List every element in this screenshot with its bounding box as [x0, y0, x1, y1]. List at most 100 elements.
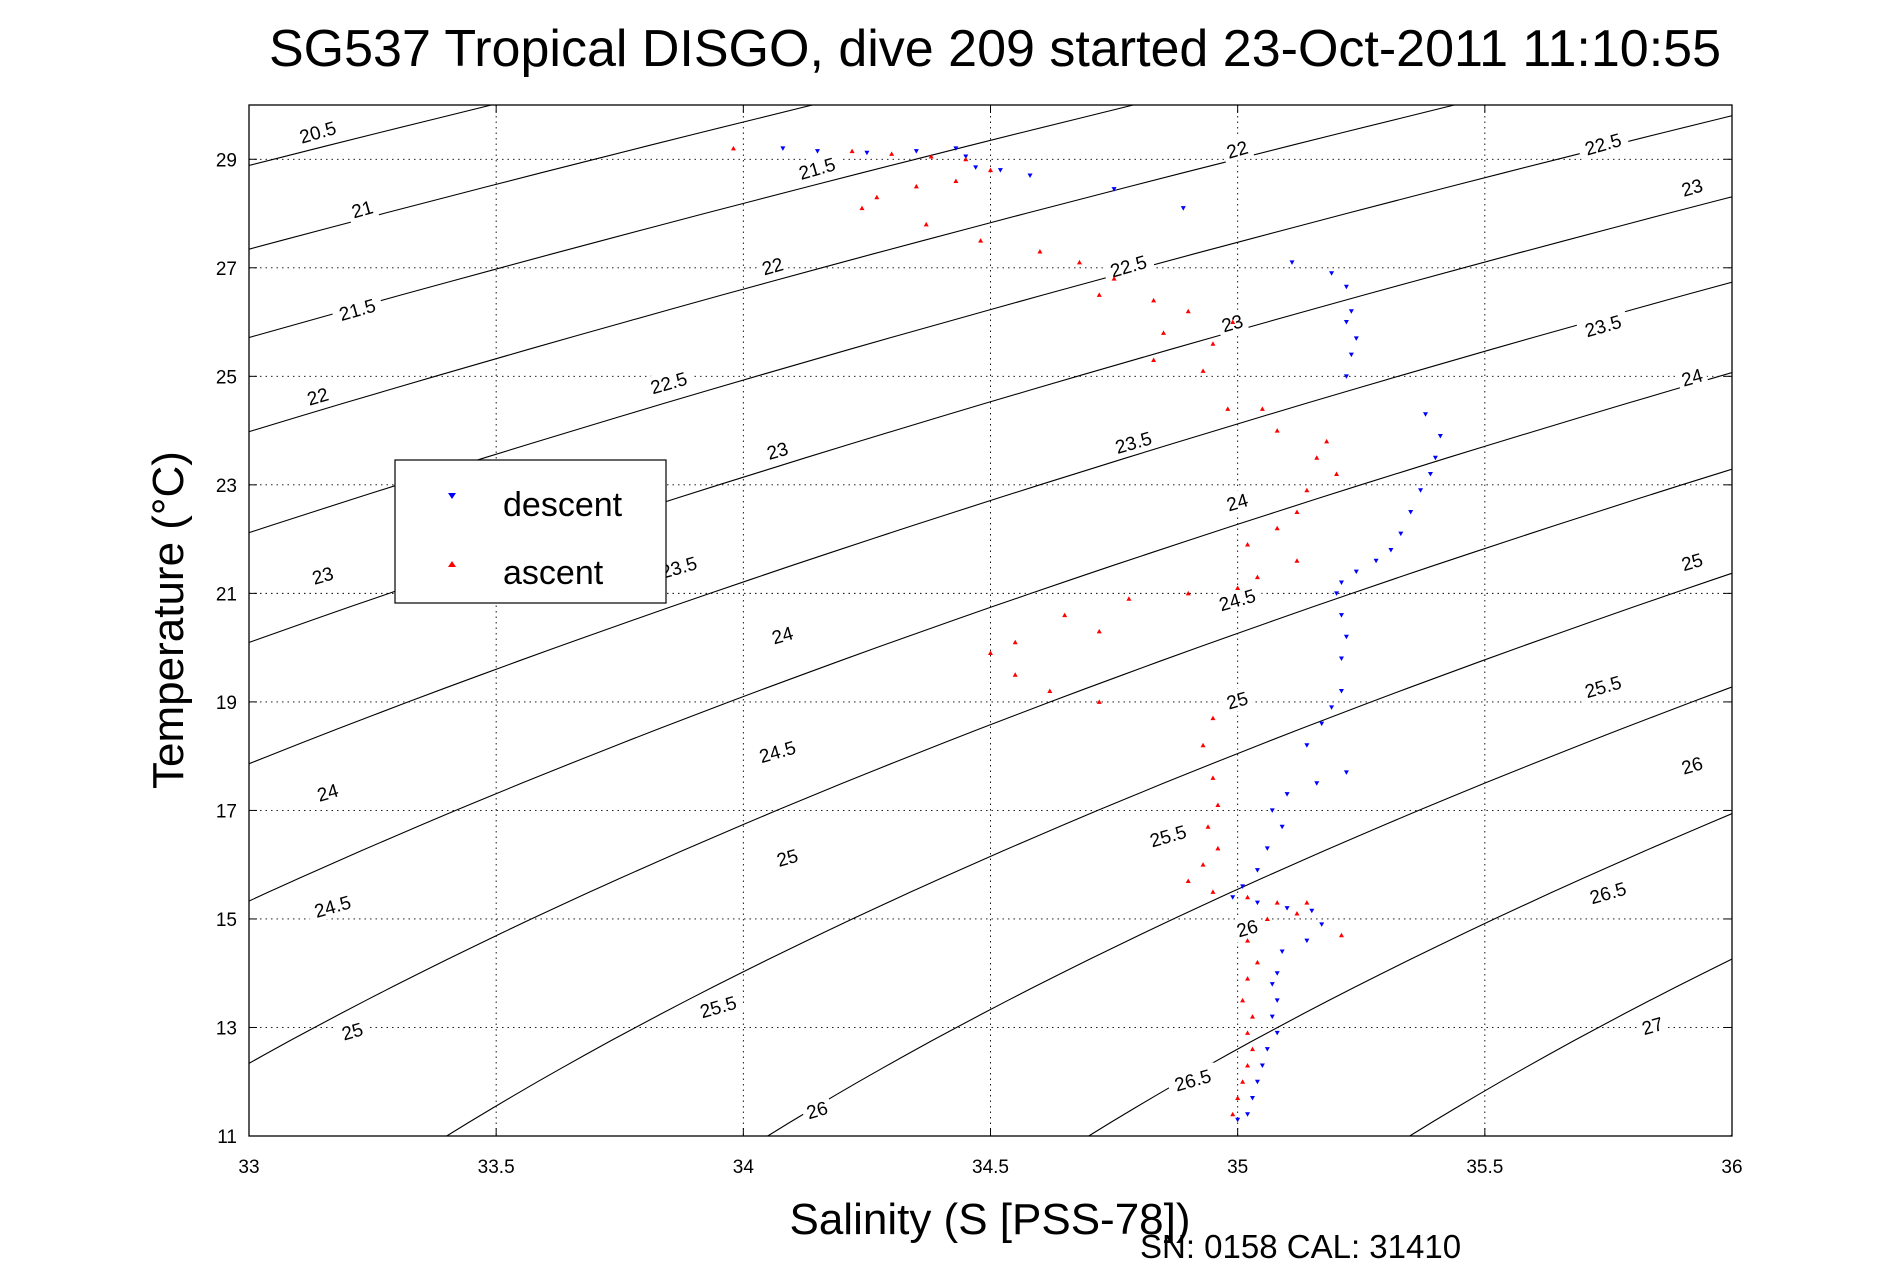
- descent-point: [1373, 558, 1379, 564]
- contour-label-text: 23.5: [1583, 312, 1624, 342]
- ascent-point: [1225, 406, 1231, 411]
- contour-label-bg: [765, 620, 800, 650]
- contour-label-text: 26.5: [1172, 1066, 1213, 1096]
- x-tick-label: 35: [1227, 1157, 1248, 1178]
- contour-label-bg: [1220, 685, 1255, 715]
- ascent-point: [1096, 699, 1102, 704]
- ascent-point: [1210, 775, 1216, 780]
- y-tick-label: 23: [216, 476, 237, 497]
- x-tick-label: 33: [238, 1157, 259, 1178]
- ascent-point: [1324, 438, 1330, 444]
- ascent-point: [1249, 1014, 1255, 1019]
- descent-point: [1423, 412, 1429, 417]
- contour-label-bg: [305, 888, 360, 924]
- descent-point: [1304, 743, 1310, 748]
- ascent-point: [1185, 590, 1191, 596]
- contour-label-text: 22.5: [1583, 130, 1624, 160]
- ascent-point: [1274, 900, 1280, 905]
- legend-box: [394, 459, 667, 604]
- legend-descent-label: descent: [503, 486, 623, 524]
- ascent-point: [1151, 357, 1157, 363]
- contour-label: 24: [310, 777, 345, 807]
- x-tick-label: 35.5: [1466, 1157, 1503, 1178]
- contour-label: 26.5: [1165, 1062, 1220, 1098]
- descent-point: [1259, 1063, 1265, 1068]
- x-tick-label: 33.5: [478, 1157, 515, 1178]
- ascent-point: [1245, 976, 1251, 981]
- descent-point: [973, 165, 979, 170]
- descent-point: [1343, 634, 1349, 640]
- contour-label-text: 25.5: [1583, 673, 1624, 703]
- legend: descent ascent: [394, 459, 667, 604]
- ascent-point: [1294, 558, 1300, 563]
- descent-point: [1408, 509, 1414, 515]
- ascent-point: [1185, 308, 1191, 314]
- ascent-point: [1245, 894, 1251, 900]
- isopycnal-line: [249, 105, 1136, 339]
- ascent-point: [1240, 997, 1246, 1003]
- ascent-point: [1304, 487, 1310, 493]
- isopycnal-line: [249, 372, 1732, 902]
- descent-point: [1284, 906, 1290, 911]
- descent-point: [1027, 173, 1033, 179]
- descent-point: [1240, 884, 1246, 889]
- contour-label-bg: [755, 251, 790, 281]
- contour-label-bg: [1230, 913, 1265, 943]
- isopycnal-line: [249, 196, 1732, 644]
- isopycnal-line: [249, 115, 1732, 534]
- contour-label-bg: [1674, 750, 1709, 780]
- contour-label: 22.5: [1101, 248, 1156, 284]
- contour-label: 24: [1674, 362, 1709, 392]
- ascent-point: [1037, 249, 1043, 254]
- ascent-point: [1200, 368, 1206, 373]
- ascent-point: [1245, 542, 1251, 547]
- contour-label-text: 21.5: [337, 296, 378, 326]
- descent-point: [1353, 336, 1359, 341]
- isopycnal-line: [1408, 958, 1732, 1136]
- contour-label: 22: [300, 381, 335, 411]
- contour-label-bg: [1220, 487, 1255, 517]
- descent-point: [1254, 900, 1260, 906]
- chart-title: SG537 Tropical DISGO, dive 209 started 2…: [269, 20, 1721, 78]
- ascent-point: [889, 151, 895, 156]
- ascent-point: [988, 650, 993, 656]
- ascent-point: [928, 154, 934, 159]
- contour-label-bg: [1106, 424, 1161, 460]
- descent-point: [1249, 1096, 1255, 1101]
- descent-point: [1274, 998, 1280, 1003]
- legend-descent-marker: [448, 493, 456, 499]
- ascent-point: [1076, 259, 1082, 265]
- descent-point: [1269, 982, 1275, 987]
- ascent-point: [1235, 1095, 1241, 1101]
- contour-label: 25: [335, 1016, 370, 1046]
- ascent-point: [1210, 715, 1216, 721]
- descent-point: [1437, 434, 1443, 439]
- descent-point: [1343, 284, 1349, 290]
- contour-label-bg: [1101, 248, 1156, 284]
- isopycnal-line: [249, 105, 494, 167]
- ascent-point: [1215, 802, 1221, 807]
- descent-point: [780, 146, 786, 151]
- contour-label: 23: [760, 435, 795, 465]
- contour-label-text: 25.5: [698, 993, 739, 1023]
- descent-point: [1254, 1079, 1260, 1085]
- ascent-point: [730, 145, 736, 151]
- descent-point: [1264, 846, 1270, 851]
- isopycnal-line: [249, 105, 815, 250]
- contour-label-bg: [1674, 172, 1709, 202]
- contour-label-bg: [1575, 126, 1631, 162]
- contour-label: 23.5: [1575, 308, 1631, 344]
- contour-label: 26: [1674, 750, 1709, 780]
- descent-point: [1343, 320, 1349, 325]
- ascent-point: [1230, 1111, 1236, 1117]
- descent-point: [1348, 352, 1354, 358]
- contour-label: 26: [799, 1095, 834, 1125]
- descent-point: [1427, 471, 1433, 477]
- ascent-point: [1314, 455, 1320, 460]
- descent-point: [1254, 868, 1260, 873]
- ascent-point: [923, 221, 929, 227]
- ascent-point: [1235, 585, 1241, 590]
- y-tick-label: 15: [216, 910, 237, 931]
- contour-label-bg: [789, 150, 845, 186]
- contour-label-bg: [305, 560, 340, 590]
